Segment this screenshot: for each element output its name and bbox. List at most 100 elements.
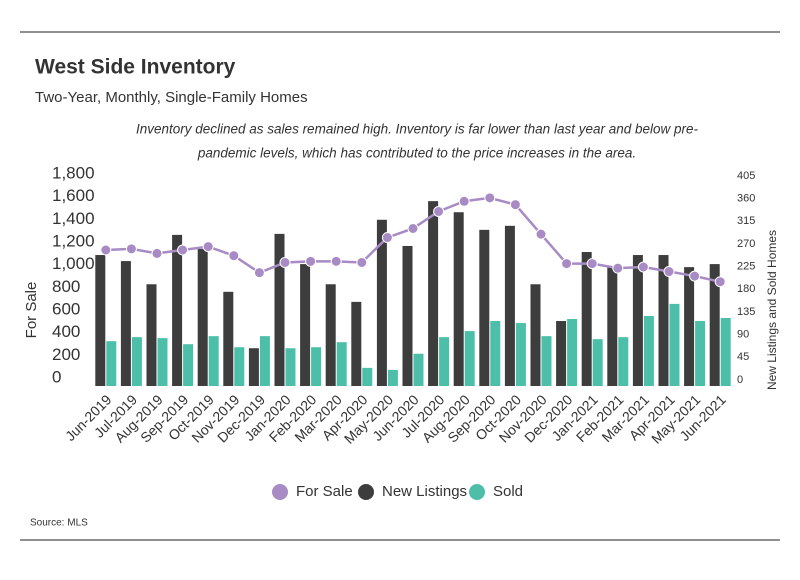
marker — [586, 258, 598, 270]
bar — [387, 369, 398, 386]
bar — [581, 252, 592, 386]
marker — [561, 258, 573, 270]
bar — [669, 303, 680, 386]
bar — [351, 301, 362, 386]
marker — [330, 255, 342, 267]
chart-subtitle: Two-Year, Monthly, Single-Family Homes — [35, 89, 308, 106]
y-tick-label: 600 — [52, 299, 80, 318]
marker — [689, 270, 701, 282]
y-tick-label: 1,200 — [52, 231, 95, 250]
bar — [208, 336, 219, 386]
bar — [709, 264, 720, 386]
y2-tick-label: 0 — [737, 374, 743, 386]
y-tick-label: 1,600 — [52, 186, 95, 205]
bar — [376, 219, 387, 386]
bar — [413, 353, 424, 386]
bar — [248, 348, 259, 386]
bar — [479, 229, 490, 386]
bar — [120, 261, 131, 386]
marker — [433, 205, 445, 217]
marker — [637, 261, 649, 273]
marker — [356, 256, 368, 268]
bar — [336, 342, 347, 386]
y2-tick-label: 315 — [737, 215, 755, 227]
marker — [484, 192, 496, 204]
bar — [592, 339, 603, 386]
y-tick-label: 400 — [52, 322, 80, 341]
bar — [146, 284, 157, 386]
chart-title: West Side Inventory — [35, 56, 236, 79]
bar — [541, 336, 552, 386]
bar — [632, 255, 643, 386]
y2-tick-label: 360 — [737, 193, 755, 205]
bar — [95, 255, 106, 386]
bar — [300, 264, 311, 386]
bar — [453, 212, 464, 386]
bar — [515, 323, 526, 386]
bar — [464, 331, 475, 386]
marker — [663, 266, 675, 278]
y2-tick-label: 90 — [737, 329, 749, 341]
bar — [183, 344, 194, 386]
bar — [157, 338, 168, 386]
y2-tick-label: 45 — [737, 351, 749, 363]
bar — [223, 291, 234, 386]
legend-label: For Sale — [296, 483, 353, 500]
bar — [530, 284, 541, 386]
y-tick-label: 1,000 — [52, 254, 95, 273]
legend-swatch — [272, 484, 288, 500]
bar — [720, 318, 731, 386]
annotation: pandemic levels, which has contributed t… — [197, 146, 636, 161]
legend-swatch — [358, 484, 374, 500]
y2-tick-label: 225 — [737, 261, 755, 273]
bar — [311, 347, 322, 386]
bar — [490, 321, 501, 386]
bar — [274, 233, 285, 386]
legend-swatch — [469, 484, 485, 500]
marker — [612, 262, 624, 274]
marker — [279, 256, 291, 268]
y-tick-label: 800 — [52, 277, 80, 296]
annotation: Inventory declined as sales remained hig… — [136, 122, 699, 137]
marker — [458, 195, 470, 207]
marker — [202, 241, 214, 253]
bar — [197, 248, 208, 386]
marker — [305, 255, 317, 267]
bar — [172, 234, 183, 386]
bar — [643, 315, 654, 386]
marker — [151, 247, 163, 259]
y-axis-title: For Sale — [23, 282, 40, 339]
marker — [407, 222, 419, 234]
y2-axis-title: New Listings and Sold Homes — [765, 230, 779, 390]
y2-tick-label: 180 — [737, 283, 755, 295]
y2-tick-label: 135 — [737, 306, 755, 318]
bar — [106, 341, 117, 386]
bar — [658, 255, 669, 386]
marker — [228, 250, 240, 262]
marker — [381, 232, 393, 244]
legend-label: New Listings — [382, 483, 467, 500]
marker — [509, 199, 521, 211]
bar — [439, 337, 450, 386]
bar — [285, 348, 296, 386]
y2-tick-label: 270 — [737, 238, 755, 250]
bar — [234, 347, 245, 386]
bar — [504, 225, 515, 386]
bar — [362, 367, 373, 386]
bar — [325, 284, 336, 386]
y-tick-label: 1,800 — [52, 163, 95, 182]
bar — [567, 319, 578, 386]
bar — [556, 321, 567, 386]
marker — [125, 243, 137, 255]
marker — [177, 244, 189, 256]
bar — [695, 321, 706, 386]
y2-tick-label: 405 — [737, 170, 755, 182]
marker — [100, 244, 112, 256]
bar — [402, 245, 413, 386]
y-tick-label: 200 — [52, 345, 80, 364]
bar — [684, 267, 695, 386]
bar — [618, 337, 629, 386]
bar — [428, 201, 439, 386]
marker — [253, 267, 265, 279]
